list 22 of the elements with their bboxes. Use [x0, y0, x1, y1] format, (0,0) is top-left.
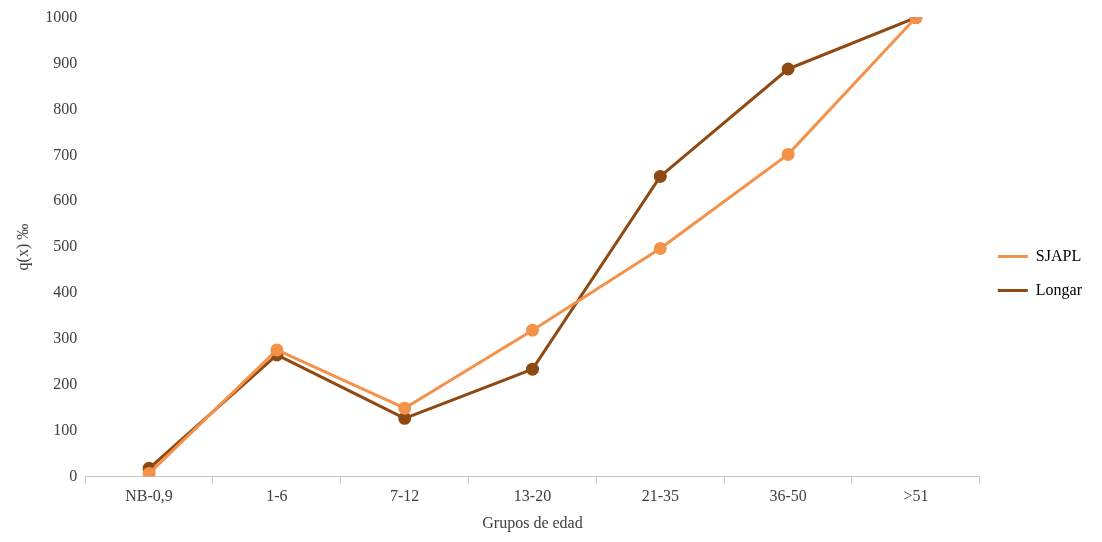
x-tick-label: 1-6	[266, 487, 288, 505]
y-tick-label: 900	[53, 53, 78, 71]
x-axis-title: Grupos de edad	[482, 513, 583, 532]
x-tick-label: 7-12	[390, 487, 420, 505]
y-axis-title: q(x) ‰	[13, 223, 32, 271]
legend-label: SJAPL	[1035, 246, 1082, 264]
y-tick-label: 600	[53, 191, 78, 209]
legend-label: Longar	[1035, 280, 1083, 299]
x-tick-label: >51	[903, 487, 929, 505]
y-tick-label: 300	[53, 329, 78, 347]
x-tick-label: 21-35	[641, 487, 679, 505]
y-tick-label: 400	[53, 283, 78, 301]
y-tick-label: 500	[53, 237, 78, 255]
y-tick-label: 800	[53, 99, 78, 117]
y-tick-label: 700	[53, 145, 78, 163]
y-tick-label: 100	[53, 420, 78, 438]
y-tick-label: 0	[69, 466, 78, 484]
x-tick-label: 36-50	[769, 487, 807, 505]
x-tick-label: 13-20	[513, 487, 552, 505]
y-tick-label: 1000	[45, 7, 78, 25]
x-tick-label: NB-0,9	[125, 487, 173, 505]
y-tick-label: 200	[53, 375, 78, 392]
